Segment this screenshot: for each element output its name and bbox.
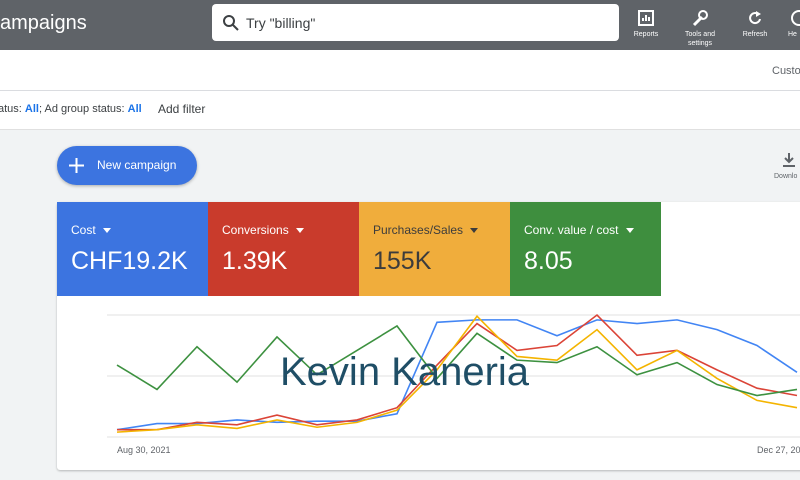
- line-chart: Aug 30, 2021 Dec 27, 20: [107, 313, 800, 455]
- dropdown-arrow: [470, 227, 479, 237]
- scorecard[interactable]: Conv. value / cost 8.05: [510, 202, 661, 296]
- dropdown-arrow: [625, 227, 634, 237]
- scorecard[interactable]: Conversions 1.39K: [208, 202, 359, 296]
- tools-icon: [692, 10, 708, 27]
- action-label[interactable]: Reports: [633, 31, 659, 38]
- download-icon: [783, 153, 795, 167]
- scorecard-label: Conv. value / cost: [524, 223, 634, 237]
- data-line: [116, 314, 798, 433]
- filter-label: ; Ad group status:: [38, 103, 125, 115]
- filter-value: All: [24, 103, 39, 115]
- action-label[interactable]: Tools and settings: [685, 31, 715, 47]
- scorecard-value: 155K: [373, 247, 432, 275]
- scorecard-label: Conversions: [222, 223, 304, 237]
- filter-value: All: [127, 103, 142, 115]
- action-label[interactable]: Refresh: [742, 31, 768, 38]
- page-title: ampaigns: [0, 12, 87, 34]
- add-filter[interactable]: Add filter: [158, 102, 206, 116]
- dropdown-arrow: [102, 227, 111, 237]
- scorecard-value: 1.39K: [222, 247, 288, 275]
- scorecard-label: Purchases/Sales: [373, 223, 479, 237]
- scorecard-value: CHF19.2K: [71, 247, 188, 275]
- button-label: New campaign: [97, 158, 177, 172]
- search-icon: [223, 15, 239, 31]
- reports-icon: [638, 10, 654, 26]
- x-tick-label: Aug 30, 2021: [117, 445, 171, 455]
- watermark: Kevin Kaneria: [280, 350, 530, 394]
- plus-icon: [69, 158, 84, 173]
- scorecard[interactable]: Purchases/Sales 155K: [359, 202, 510, 296]
- scorecard-value: 8.05: [524, 247, 573, 275]
- sub-bar-right[interactable]: Custo: [772, 65, 800, 77]
- filter-bar: atus: All; Ad group status: All Add filt…: [0, 91, 800, 130]
- sub-bar: Custo: [0, 50, 800, 91]
- download-label[interactable]: Downlo: [774, 173, 798, 180]
- search-box[interactable]: Try "billing": [212, 4, 619, 41]
- dropdown-arrow: [295, 227, 304, 237]
- search-placeholder: Try "billing": [246, 15, 316, 31]
- data-line: [116, 319, 798, 431]
- status-filters[interactable]: atus: All; Ad group status: All: [0, 103, 142, 115]
- scorecard-label: Cost: [71, 223, 111, 237]
- new-campaign-button[interactable]: New campaign: [57, 146, 197, 185]
- scorecard[interactable]: Cost CHF19.2K: [57, 202, 208, 296]
- x-tick-label: Dec 27, 20: [757, 445, 800, 455]
- help-icon: [791, 10, 800, 26]
- refresh-icon: [749, 11, 761, 25]
- data-line: [116, 324, 798, 397]
- filter-label: atus:: [0, 103, 22, 115]
- action-label[interactable]: He: [788, 31, 797, 38]
